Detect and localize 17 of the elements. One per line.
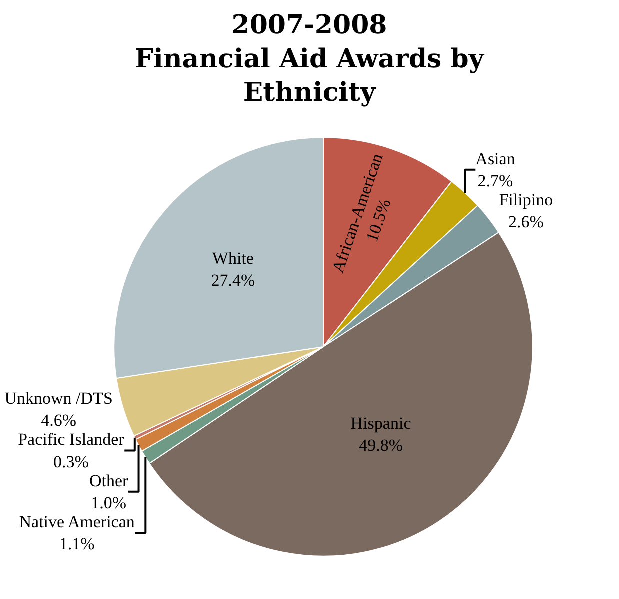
slice-label: Unknown /DTS xyxy=(4,389,113,408)
slice-label: Asian xyxy=(476,149,516,168)
chart-title: 2007-2008 Financial Aid Awards by Ethnicity xyxy=(135,10,485,108)
data-label: 1.0% xyxy=(91,493,127,512)
data-label: 2.6% xyxy=(508,212,544,232)
slice-label: Filipino xyxy=(499,190,554,210)
slice-label: Other xyxy=(89,471,128,490)
data-label: 2.7% xyxy=(478,171,514,190)
slice-label: Pacific Islander xyxy=(18,430,125,450)
data-label: 0.3% xyxy=(53,452,89,472)
slice-label: Native American xyxy=(19,512,136,532)
slice-label: Hispanic xyxy=(350,414,412,433)
data-label: 27.4% xyxy=(211,270,256,290)
data-label: 1.1% xyxy=(59,534,95,554)
data-label: 4.6% xyxy=(41,411,77,430)
slice-label: White xyxy=(212,248,254,268)
data-label: 49.8% xyxy=(359,436,403,455)
